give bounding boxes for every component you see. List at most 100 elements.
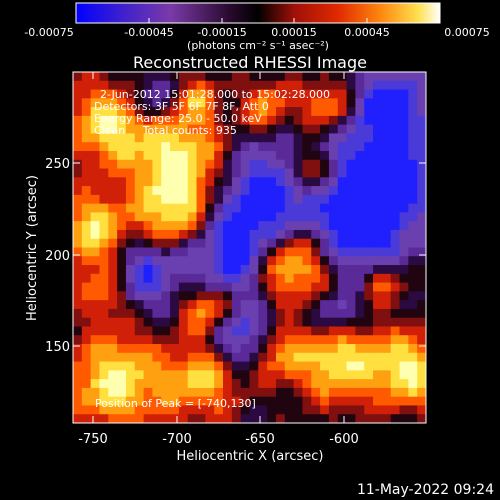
image-pixel	[399, 238, 409, 248]
image-pixel	[302, 317, 312, 327]
image-pixel	[99, 317, 109, 327]
image-pixel	[328, 414, 339, 424]
image-pixel	[187, 229, 197, 240]
image-pixel	[214, 72, 224, 82]
image-pixel	[258, 142, 268, 152]
image-pixel	[337, 72, 347, 82]
image-pixel	[214, 335, 224, 345]
image-pixel	[364, 212, 374, 222]
image-pixel	[152, 203, 162, 213]
image-pixel	[240, 124, 250, 134]
image-pixel	[408, 273, 418, 284]
image-pixel	[223, 273, 233, 284]
image-pixel	[337, 168, 347, 178]
image-pixel	[196, 203, 206, 213]
image-pixel	[134, 317, 144, 327]
image-pixel	[408, 203, 418, 213]
image-pixel	[311, 370, 321, 380]
image-pixel	[143, 282, 153, 292]
image-pixel	[134, 177, 144, 187]
image-pixel	[293, 186, 303, 196]
image-pixel	[231, 247, 242, 257]
image-pixel	[117, 80, 127, 90]
image-pixel	[373, 238, 383, 248]
image-pixel	[355, 107, 365, 117]
image-pixel	[355, 212, 365, 222]
image-pixel	[196, 326, 206, 336]
image-pixel	[337, 133, 347, 143]
image-pixel	[205, 72, 215, 82]
image-pixel	[117, 238, 127, 248]
image-pixel	[152, 308, 162, 319]
image-pixel	[143, 265, 153, 275]
image-pixel	[408, 414, 418, 424]
image-pixel	[117, 361, 127, 371]
image-pixel	[240, 115, 250, 126]
image-pixel	[373, 326, 383, 336]
image-pixel	[399, 291, 409, 301]
image-pixel	[99, 142, 109, 152]
image-pixel	[355, 317, 365, 327]
image-pixel	[231, 387, 242, 398]
image-pixel	[170, 150, 180, 161]
image-pixel	[125, 405, 136, 415]
image-pixel	[267, 326, 277, 336]
image-pixel	[125, 194, 136, 205]
image-pixel	[152, 387, 162, 398]
image-pixel	[328, 177, 339, 187]
image-pixel	[258, 212, 268, 222]
image-pixel	[214, 396, 224, 406]
image-pixel	[373, 256, 383, 266]
image-pixel	[178, 361, 189, 371]
image-pixel	[249, 186, 259, 196]
image-pixel	[390, 256, 400, 266]
image-pixel	[320, 379, 330, 389]
image-pixel	[152, 186, 162, 196]
image-pixel	[240, 133, 250, 143]
image-pixel	[108, 150, 118, 161]
image-pixel	[134, 89, 144, 99]
image-pixel	[355, 98, 365, 108]
image-pixel	[390, 98, 400, 108]
image-pixel	[284, 405, 295, 415]
image-pixel	[258, 326, 268, 336]
image-pixel	[187, 186, 197, 196]
image-pixel	[170, 89, 180, 99]
image-pixel	[302, 194, 312, 205]
image-pixel	[73, 414, 83, 424]
image-pixel	[223, 115, 233, 126]
image-pixel	[205, 89, 215, 99]
image-pixel	[125, 229, 136, 240]
image-pixel	[134, 115, 144, 126]
image-pixel	[390, 238, 400, 248]
image-pixel	[178, 273, 189, 284]
image-pixel	[205, 133, 215, 143]
image-pixel	[117, 247, 127, 257]
image-pixel	[108, 256, 118, 266]
image-pixel	[355, 159, 365, 169]
image-pixel	[125, 379, 136, 389]
image-pixel	[267, 80, 277, 90]
image-pixel	[408, 168, 418, 178]
image-pixel	[125, 335, 136, 345]
image-pixel	[187, 89, 197, 99]
detectors-text: Detectors: 3F 5F 6F 7F 8F, Att 0	[94, 100, 269, 113]
image-pixel	[134, 265, 144, 275]
image-pixel	[214, 194, 224, 205]
image-pixel	[275, 159, 286, 169]
image-pixel	[73, 265, 83, 275]
image-pixel	[355, 229, 365, 240]
image-pixel	[249, 352, 259, 362]
image-pixel	[125, 133, 136, 143]
image-pixel	[134, 273, 144, 284]
image-pixel	[275, 72, 286, 82]
image-pixel	[187, 273, 197, 284]
image-pixel	[258, 203, 268, 213]
image-pixel	[73, 405, 83, 415]
image-pixel	[161, 414, 171, 424]
image-pixel	[81, 256, 92, 266]
image-pixel	[99, 256, 109, 266]
image-pixel	[152, 115, 162, 126]
image-pixel	[90, 405, 100, 415]
